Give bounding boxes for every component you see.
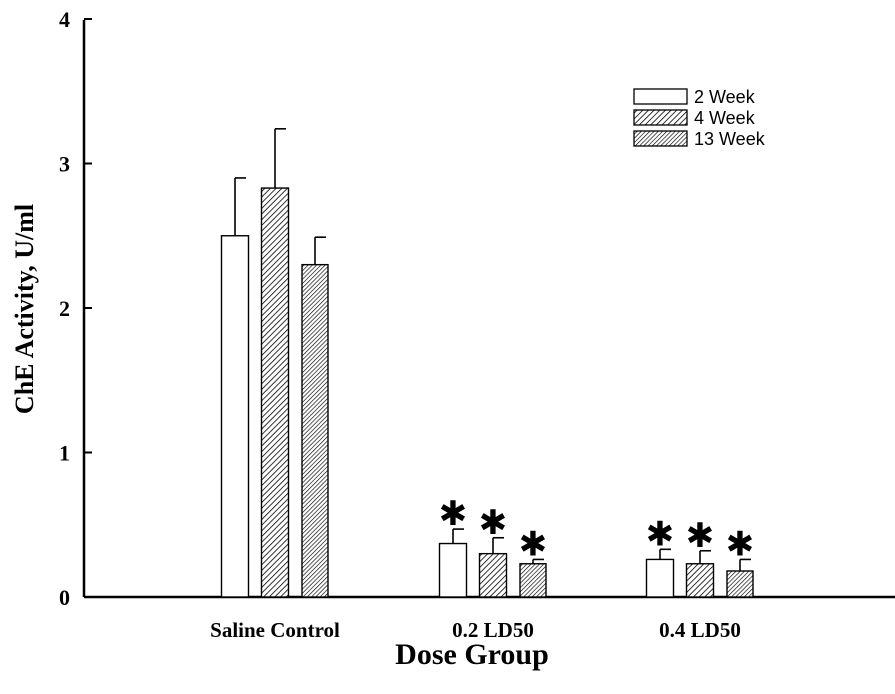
significance-star: ✱ (519, 524, 548, 564)
y-tick-label: 1 (59, 441, 70, 466)
significance-star: ✱ (479, 503, 508, 543)
legend-label: 13 Week (694, 129, 766, 149)
legend-swatch (633, 109, 688, 126)
y-tick-label: 2 (59, 296, 70, 321)
x-axis-title: Dose Group (395, 638, 549, 671)
bar (478, 552, 508, 598)
y-tick-label: 4 (59, 7, 70, 32)
y-axis-title: ChE Activity, U/ml (10, 204, 39, 414)
bar (645, 558, 675, 598)
significance-star: ✱ (646, 514, 675, 554)
bar (260, 187, 290, 598)
legend-label: 4 Week (694, 108, 756, 128)
significance-star: ✱ (686, 516, 715, 556)
x-tick-labels: Saline Control 0.2 LD50 0.4 LD50 (210, 618, 741, 642)
bars: ✱ ✱ ✱ ✱ ✱ ✱ (220, 128, 755, 598)
x-tick-label: 0.2 LD50 (452, 618, 534, 642)
legend-label: 2 Week (694, 87, 756, 107)
x-tick-label: 0.4 LD50 (659, 618, 741, 642)
y-tick-label: 3 (59, 152, 70, 177)
legend-swatch (633, 88, 688, 105)
significance-star: ✱ (439, 494, 468, 534)
y-tick-label: 0 (59, 585, 70, 610)
bar (519, 563, 547, 598)
bar (685, 563, 715, 598)
x-tick-label: Saline Control (210, 618, 340, 642)
bar (438, 542, 468, 598)
legend-swatch (633, 130, 688, 147)
y-ticks: 0 1 2 3 4 (59, 7, 92, 610)
bar (301, 263, 329, 598)
bar (726, 570, 754, 598)
axes: 0 1 2 3 4 (59, 7, 895, 610)
bar (220, 235, 250, 598)
significance-star: ✱ (726, 524, 755, 564)
